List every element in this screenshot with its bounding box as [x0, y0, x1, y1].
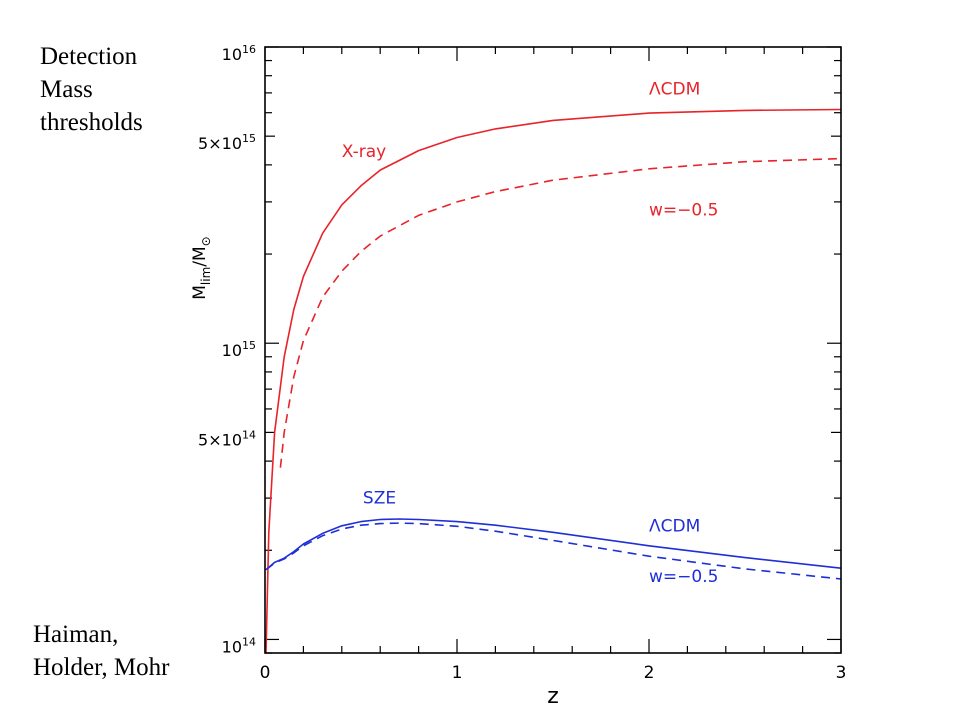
annotation-sze-w: w=−0.5: [649, 567, 718, 587]
x-axis-label: z: [547, 684, 559, 709]
plot-series: [265, 108, 842, 654]
caption-line: Mass: [40, 76, 93, 103]
side-caption-top: Detection Mass thresholds: [40, 40, 170, 139]
y-tick-exponent: 15: [242, 339, 256, 352]
y-axis-label: Mlim/M⊙: [190, 236, 213, 300]
annotation-xray-w: w=−0.5: [649, 200, 718, 220]
y-tick-label: 5×1014: [198, 428, 256, 449]
sze-w-minus-0-5-line: [265, 522, 842, 580]
annotations: ΛCDM X-ray w=−0.5 SZE ΛCDM w=−0.5: [342, 80, 719, 588]
y-tick-exponent: 14: [242, 428, 256, 441]
y-tick-label: 5×1015: [198, 132, 256, 153]
y-axis-label-tail: /M: [190, 246, 210, 266]
y-tick-base: 10: [222, 637, 242, 656]
y-axis-label-sun: ⊙: [199, 236, 213, 246]
y-tick-label: 1015: [222, 339, 256, 360]
y-tick-label: 1016: [222, 43, 256, 64]
x-tick-label: 1: [452, 663, 463, 683]
caption-line: Detection: [40, 43, 138, 70]
y-tick-base: 10: [222, 341, 242, 360]
y-tick-base: 5×10: [198, 134, 242, 153]
y-tick-exponent: 15: [242, 132, 256, 145]
x-tick-label: 2: [644, 663, 655, 683]
plot-frame: [264, 46, 842, 654]
xray-lcdm-line: [265, 108, 842, 654]
y-tick-base: 5×10: [198, 430, 242, 449]
side-caption-bottom: Haiman, Holder, Mohr: [33, 618, 223, 684]
y-tick-exponent: 16: [242, 43, 256, 56]
y-axis-label-sub: lim: [199, 267, 213, 285]
annotation-xray: X-ray: [342, 142, 386, 162]
caption-line: Haiman,: [33, 621, 119, 648]
annotation-xray-lcdm: ΛCDM: [649, 80, 700, 100]
x-tick-label: 3: [836, 663, 847, 683]
caption-line: Holder, Mohr: [33, 654, 170, 681]
y-tick-base: 10: [222, 45, 242, 64]
y-axis-label-main: M: [190, 285, 210, 300]
annotation-sze-lcdm: ΛCDM: [649, 517, 700, 537]
xray-w-minus-0-5-line: [279, 157, 842, 468]
y-tick-label: 1014: [222, 635, 256, 656]
axis-ticks: [264, 46, 842, 654]
x-tick-label: 0: [260, 663, 271, 683]
sze-lcdm-line: [265, 518, 842, 571]
y-tick-exponent: 14: [242, 635, 256, 648]
caption-line: thresholds: [40, 109, 143, 136]
annotation-sze: SZE: [363, 488, 396, 508]
